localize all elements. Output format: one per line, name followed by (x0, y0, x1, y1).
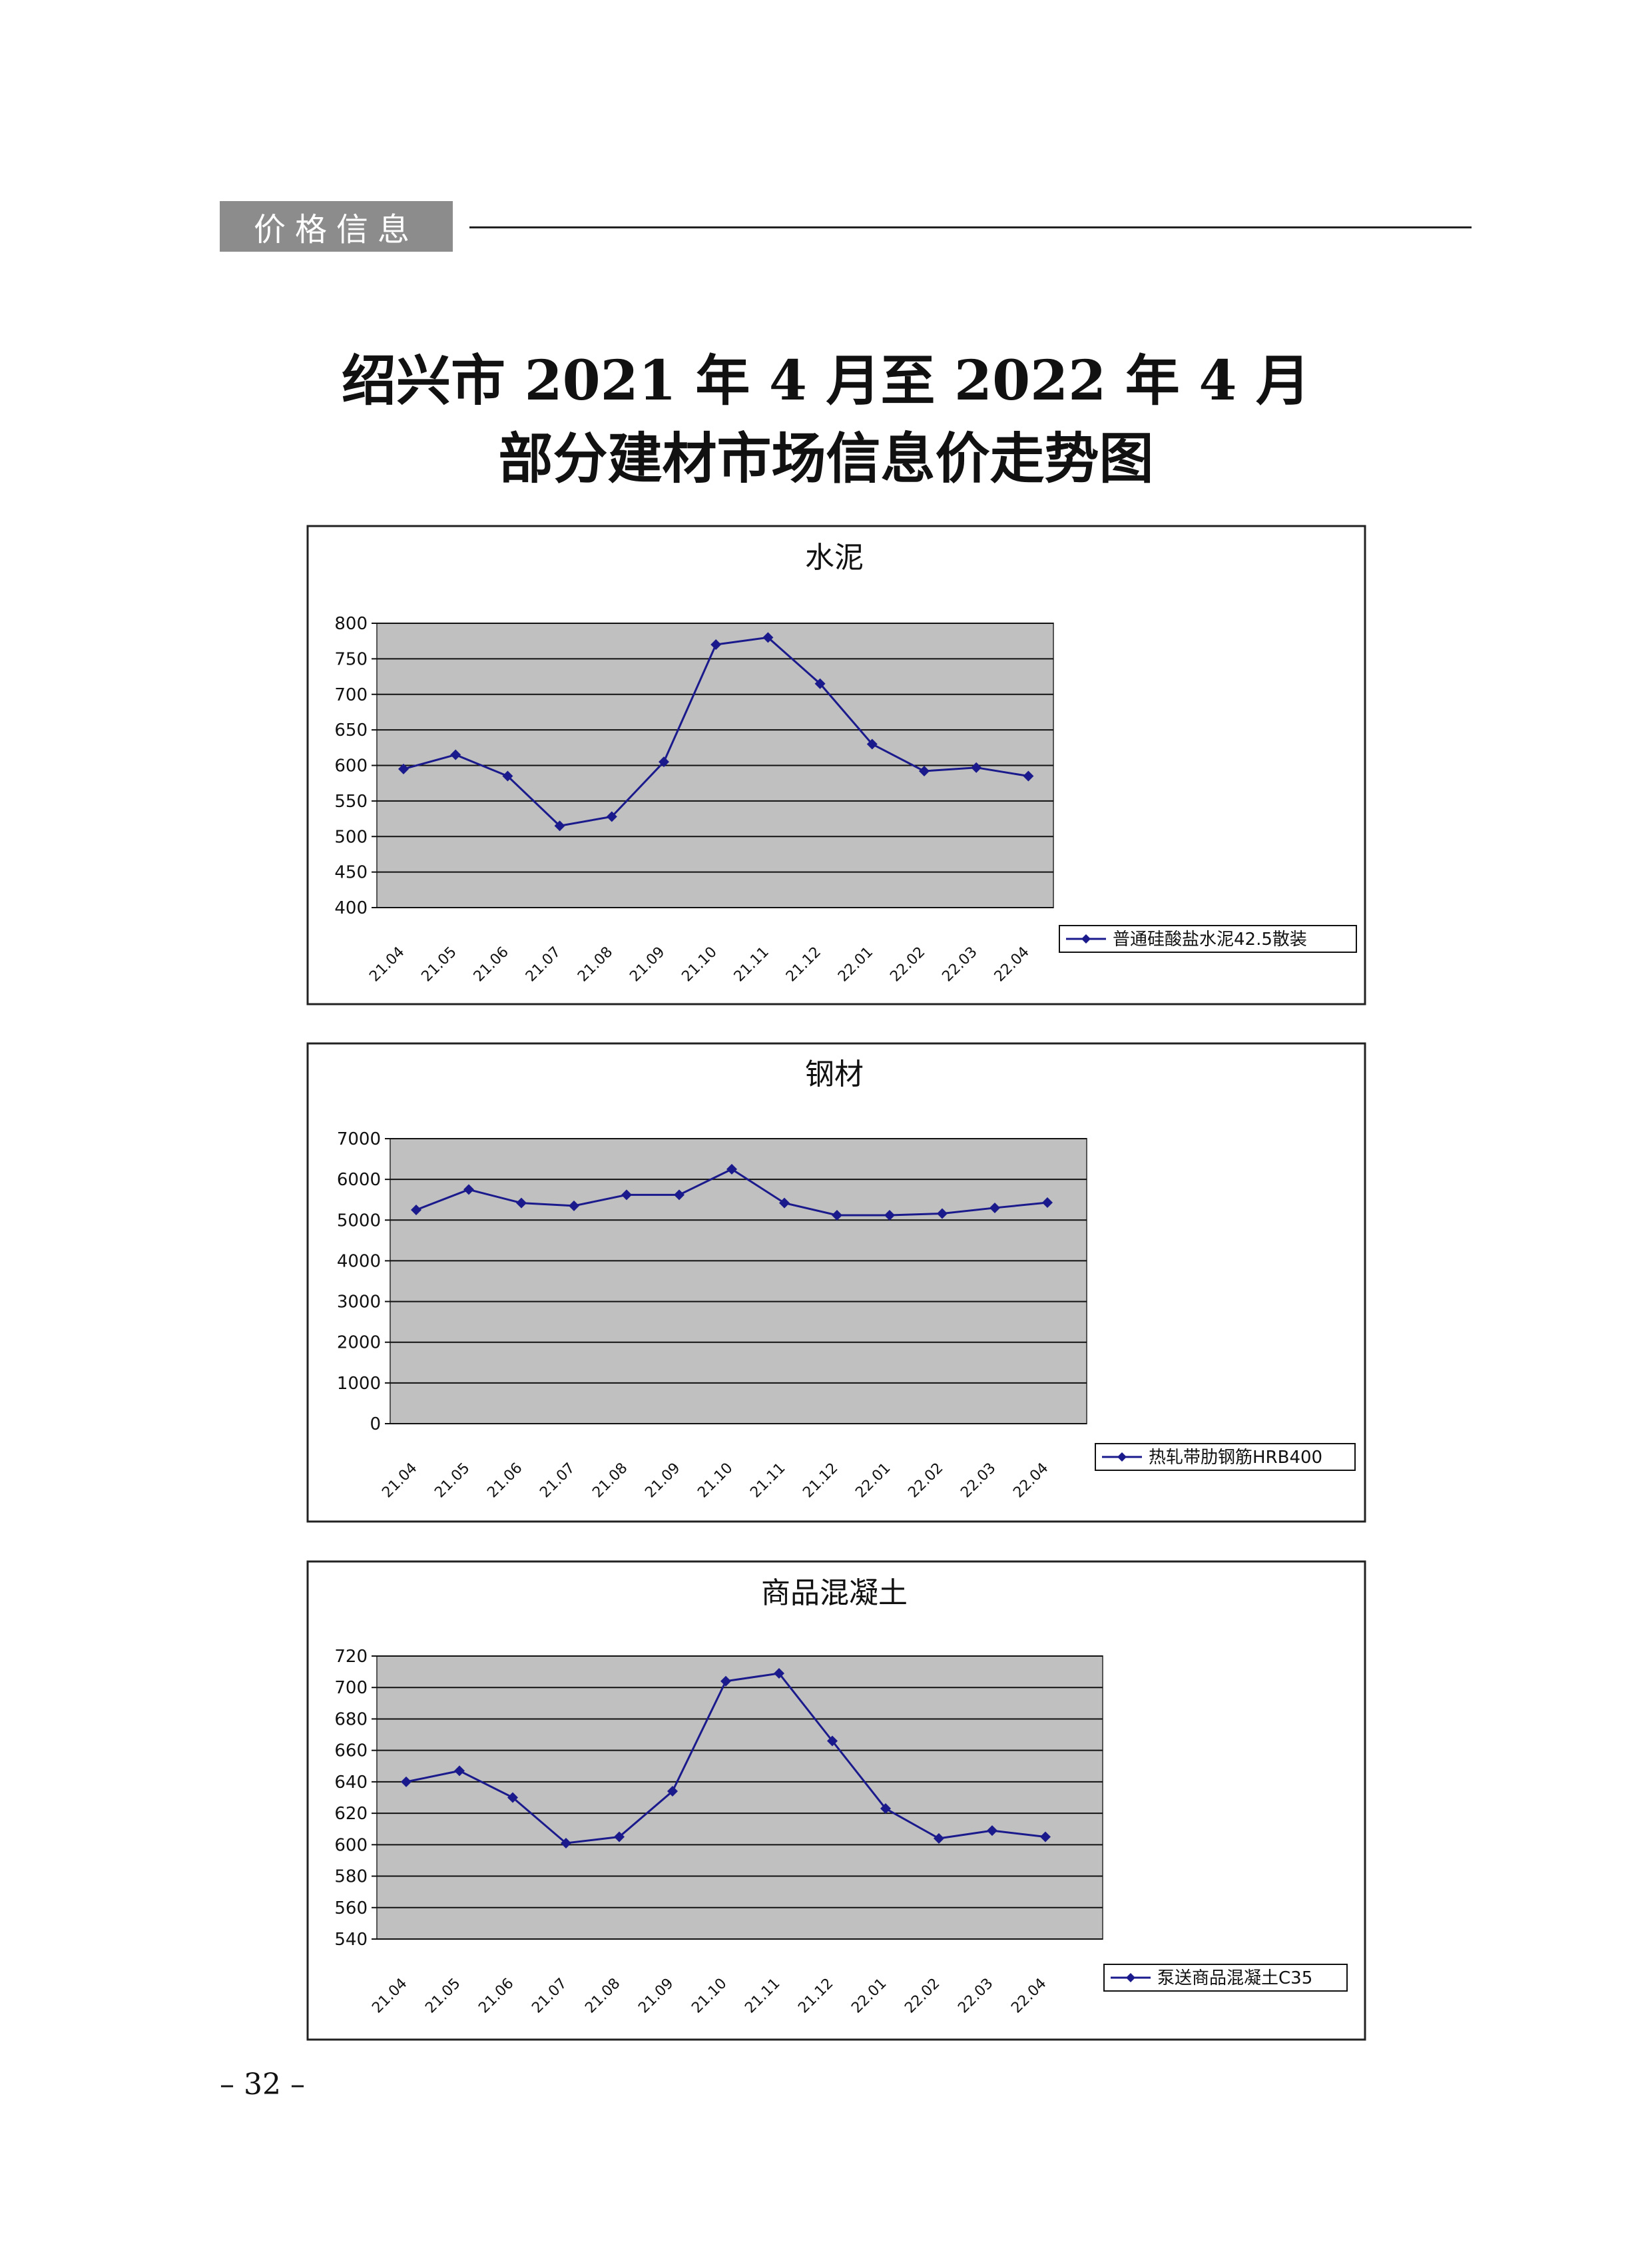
page-title-line-2: 部分建材市场信息价走势图 (498, 427, 1154, 491)
legend-marker (1081, 934, 1091, 944)
data-point (1040, 1831, 1051, 1842)
data-point (606, 811, 617, 822)
page-title-line-1: 绍兴市 2021 年 4 月至 2022 年 4 月 (342, 349, 1310, 413)
y-tick-label: 3000 (337, 1292, 381, 1312)
legend-label: 泵送商品混凝土C35 (1157, 1968, 1312, 1988)
data-point (502, 770, 513, 782)
data-point (674, 1189, 685, 1201)
y-tick-label: 1000 (337, 1374, 381, 1394)
data-point (561, 1837, 571, 1848)
legend-label: 普通硅酸盐水泥42.5散装 (1113, 930, 1307, 950)
chart-3: 商品混凝土54056058060062064066068070072021.04… (306, 1560, 1366, 2041)
plot-area (376, 1655, 1103, 1940)
data-point (937, 1208, 948, 1219)
data-point (463, 1184, 474, 1195)
y-tick-label: 600 (334, 756, 368, 776)
data-point (919, 766, 930, 777)
y-tick-label: 750 (334, 649, 368, 669)
y-tick-label: 640 (334, 1773, 368, 1793)
data-point (774, 1667, 784, 1679)
y-tick-label: 400 (334, 898, 368, 918)
y-tick-label: 450 (334, 863, 368, 883)
data-point (569, 1200, 579, 1211)
data-point (814, 678, 826, 689)
data-point (401, 1776, 412, 1787)
data-point (832, 1209, 842, 1221)
data-point (507, 1792, 518, 1803)
section-tag: 价格信息 (220, 201, 453, 252)
y-tick-label: 2000 (337, 1333, 381, 1353)
data-point (621, 1189, 632, 1201)
y-tick-label: 660 (334, 1741, 368, 1761)
plot-area (390, 1138, 1087, 1424)
data-point (726, 1163, 737, 1175)
data-point (554, 820, 565, 832)
data-point (880, 1803, 891, 1815)
y-tick-label: 6000 (337, 1170, 381, 1190)
y-tick-label: 800 (334, 614, 368, 634)
data-point (614, 1831, 625, 1842)
y-tick-label: 540 (334, 1930, 368, 1950)
data-point (667, 1786, 678, 1797)
y-tick-label: 700 (334, 1678, 368, 1698)
y-tick-label: 7000 (337, 1129, 381, 1149)
y-tick-label: 620 (334, 1804, 368, 1824)
chart-title: 钢材 (805, 1057, 864, 1091)
data-point (884, 1209, 895, 1221)
page-number: – 32 – (220, 2068, 305, 2102)
header-rule (469, 226, 1472, 228)
data-point (454, 1765, 465, 1777)
legend-box (1059, 925, 1357, 953)
legend-marker (1117, 1452, 1127, 1462)
data-point (989, 1202, 1000, 1213)
data-point (827, 1735, 838, 1747)
y-tick-label: 680 (334, 1709, 368, 1729)
data-point (398, 763, 409, 774)
y-tick-label: 560 (334, 1898, 368, 1918)
y-tick-label: 550 (334, 792, 368, 812)
chart-title: 水泥 (805, 541, 864, 575)
data-point (710, 639, 722, 651)
data-point (762, 632, 774, 643)
legend-marker (1126, 1973, 1135, 1982)
data-point (450, 749, 461, 760)
y-tick-label: 4000 (337, 1251, 381, 1271)
data-point (779, 1197, 790, 1209)
y-tick-label: 0 (370, 1414, 381, 1434)
y-tick-label: 600 (334, 1835, 368, 1855)
data-point (934, 1833, 944, 1844)
chart-title: 商品混凝土 (761, 1576, 908, 1610)
data-point (1023, 770, 1034, 782)
data-point (1042, 1197, 1053, 1208)
data-point (659, 756, 669, 768)
legend-label: 热轧带肋钢筋HRB400 (1149, 1448, 1322, 1468)
data-point (720, 1675, 731, 1687)
y-tick-label: 500 (334, 827, 368, 847)
data-point (866, 738, 878, 750)
data-point (987, 1825, 997, 1836)
y-tick-label: 650 (334, 720, 368, 740)
y-tick-label: 700 (334, 685, 368, 705)
y-tick-label: 720 (334, 1647, 368, 1667)
y-tick-label: 580 (334, 1867, 368, 1887)
y-tick-label: 5000 (337, 1211, 381, 1231)
data-point (971, 762, 982, 773)
data-point (411, 1205, 421, 1215)
data-point (516, 1197, 527, 1209)
